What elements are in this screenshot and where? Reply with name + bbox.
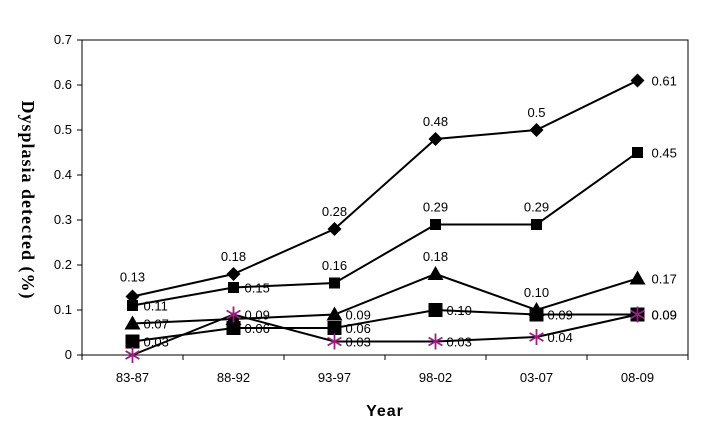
square-marker bbox=[329, 277, 340, 289]
x-tick-label: 88-92 bbox=[217, 370, 250, 385]
y-tick-label: 0.1 bbox=[54, 302, 72, 317]
y-axis-title: Dysplasia detected (%) bbox=[17, 101, 38, 300]
data-label: 0.16 bbox=[322, 258, 347, 273]
asterisk-marker bbox=[327, 333, 342, 350]
asterisk-stroke bbox=[529, 332, 544, 342]
y-tick-label: 0.6 bbox=[54, 77, 72, 92]
y-tick-label: 0 bbox=[65, 347, 72, 362]
asterisk-marker bbox=[428, 333, 443, 350]
series-line-1 bbox=[132, 79, 638, 298]
series-line-4 bbox=[132, 308, 638, 343]
y-tick-label: 0.7 bbox=[54, 32, 72, 47]
asterisk-stroke bbox=[125, 350, 140, 360]
data-label: 0.03 bbox=[144, 335, 169, 350]
triangle-marker bbox=[629, 270, 646, 285]
square-marker bbox=[531, 219, 542, 230]
square-marker bbox=[127, 300, 138, 311]
triangle-marker bbox=[124, 315, 141, 330]
series-lines bbox=[132, 79, 639, 356]
large-square-marker bbox=[529, 307, 544, 322]
data-label: 0.09 bbox=[548, 308, 573, 323]
x-tick-label: 03-07 bbox=[520, 370, 553, 385]
asterisk-marker bbox=[226, 306, 241, 323]
y-tick-label: 0.2 bbox=[54, 257, 72, 272]
triangle-marker bbox=[427, 266, 444, 280]
asterisk-stroke bbox=[327, 336, 342, 347]
data-label: 0.11 bbox=[144, 299, 168, 314]
diamond-marker bbox=[428, 132, 443, 146]
asterisk-marker bbox=[630, 306, 645, 323]
data-label: 0.29 bbox=[524, 200, 549, 215]
diamond-marker bbox=[630, 73, 645, 88]
data-label: 0.18 bbox=[221, 249, 246, 264]
data-label: 0.07 bbox=[144, 317, 169, 332]
axes: 0 0.1 0.2 0.3 0.4 0.5 0.6 0.7 83-87 88-92 93-97 98-… bbox=[54, 32, 689, 385]
data-label: 0.09 bbox=[245, 308, 270, 323]
y-tick-label: 0.4 bbox=[54, 167, 72, 182]
data-label: 0.09 bbox=[652, 308, 677, 323]
series-markers bbox=[124, 73, 646, 363]
data-labels: 0.13 0.18 0.28 0.48 0.5 0.61 0.11 0.15 0.16 0.29 0… bbox=[120, 74, 677, 350]
diamond-marker bbox=[226, 267, 241, 281]
data-label: 0.10 bbox=[524, 285, 549, 300]
data-label: 0.06 bbox=[346, 321, 371, 336]
data-label: 0.29 bbox=[423, 200, 448, 215]
data-label: 0.10 bbox=[447, 303, 472, 318]
data-label: 0.09 bbox=[346, 308, 371, 323]
data-label: 0.45 bbox=[652, 146, 677, 161]
y-tick-label: 0.5 bbox=[54, 122, 72, 137]
data-label: 0.06 bbox=[245, 321, 270, 336]
series-line-2 bbox=[132, 151, 639, 307]
y-tick-label: 0.3 bbox=[54, 212, 72, 227]
data-label: 0.61 bbox=[652, 74, 677, 89]
asterisk-stroke bbox=[630, 309, 645, 320]
data-label: 0.17 bbox=[652, 272, 677, 287]
data-label: 0.28 bbox=[322, 204, 347, 219]
diamond-marker bbox=[529, 123, 544, 137]
plot-area-frame bbox=[81, 39, 689, 356]
x-tick-label: 08-09 bbox=[621, 370, 654, 385]
data-label: 0.03 bbox=[346, 335, 371, 350]
series-line-3 bbox=[132, 272, 638, 325]
asterisk-marker bbox=[125, 347, 140, 363]
asterisk-stroke bbox=[226, 309, 241, 320]
large-square-marker bbox=[226, 321, 241, 335]
x-axis-title: Year bbox=[366, 403, 404, 420]
large-square-marker bbox=[327, 321, 342, 335]
x-tick-label: 83-87 bbox=[116, 370, 149, 385]
x-tick-label: 93-97 bbox=[318, 370, 351, 385]
data-label: 0.03 bbox=[447, 335, 472, 350]
data-label: 0.18 bbox=[423, 249, 448, 264]
x-tick-label: 98-02 bbox=[419, 370, 452, 385]
data-label: 0.15 bbox=[245, 281, 270, 296]
asterisk-marker bbox=[529, 329, 544, 345]
series-line-5 bbox=[132, 313, 638, 356]
triangle-marker bbox=[326, 306, 343, 321]
data-label: 0.09 bbox=[652, 308, 677, 323]
data-label: 0.48 bbox=[423, 114, 448, 129]
data-label: 0.13 bbox=[120, 270, 145, 285]
asterisk-stroke bbox=[428, 336, 443, 347]
data-label: 0.5 bbox=[527, 105, 545, 120]
data-label: 0.04 bbox=[548, 330, 573, 345]
square-marker bbox=[430, 219, 441, 230]
large-square-marker bbox=[125, 334, 140, 349]
square-marker bbox=[632, 147, 643, 158]
large-square-marker bbox=[428, 303, 443, 317]
square-marker bbox=[228, 282, 239, 293]
diamond-marker bbox=[327, 222, 342, 236]
